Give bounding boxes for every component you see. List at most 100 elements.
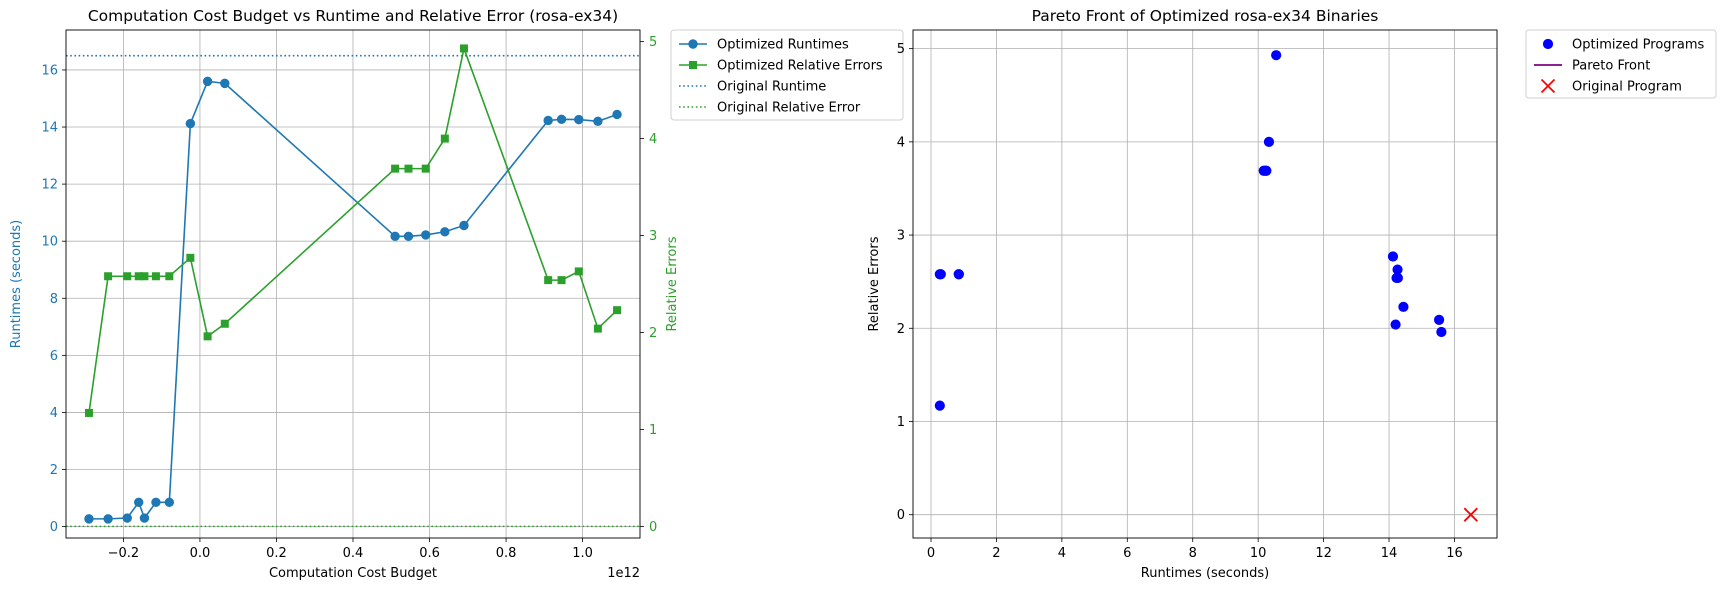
chart1-x-tick-label: 0.6 (419, 546, 440, 561)
chart1-error-point (574, 267, 583, 276)
chart2-y-tick-label: 5 (897, 42, 905, 57)
chart1-error-point (220, 319, 229, 328)
chart2-optimized-point (1392, 264, 1403, 275)
chart2-x-tick-label: 12 (1315, 546, 1332, 561)
chart1-error-point (404, 164, 413, 173)
chart1-x-tick-label: 0.0 (190, 546, 211, 561)
chart2-legend-marker (1542, 38, 1554, 50)
chart2-x-ticks: 0 2 4 6 8 10 12 14 16 (927, 538, 1463, 561)
chart1-runtime-point (185, 118, 196, 129)
chart1-error-point (459, 44, 468, 53)
chart2-y-tick-label: 3 (897, 229, 905, 244)
chart1-legend: Optimized Runtimes Optimized Relative Err… (670, 29, 904, 121)
chart2-optimized-point (1390, 319, 1401, 330)
chart1-runtime-point (202, 76, 213, 87)
chart1-y-tick-label-right: 5 (649, 35, 657, 50)
chart2-legend: Optimized Programs Pareto Front Original P… (1525, 29, 1717, 99)
chart2-frame (912, 29, 1498, 539)
chart1-runtime-point (543, 115, 553, 126)
chart1-x-tick-label: −0.2 (108, 546, 140, 561)
chart2-y-tick-label: 1 (897, 415, 905, 430)
chart1-runtime-point (164, 497, 175, 508)
chart1-y-tick-label-left: 14 (41, 121, 58, 136)
chart1-runtime-point (403, 231, 414, 242)
chart2-y-tick-label: 0 (897, 508, 905, 523)
chart1-x-tick-label: 1.0 (572, 546, 593, 561)
chart1-reference-lines (66, 54, 640, 528)
chart1-y-tick-label-left: 8 (50, 292, 58, 307)
chart1-error-point (123, 272, 132, 281)
chart1-runtime-point (459, 220, 469, 231)
chart1-y-tick-label-left: 12 (41, 178, 58, 193)
chart1-error-point (165, 272, 174, 281)
chart2-x-tick-label: 2 (992, 546, 1000, 561)
chart1-y-axis-label-left: Runtimes (seconds) (9, 220, 24, 348)
chart1-error-point (134, 272, 143, 281)
chart1-series (84, 44, 622, 524)
chart1-legend-label: Original Relative Error (717, 101, 861, 116)
chart2-legend-label: Pareto Front (1572, 59, 1650, 74)
chart1-runtime-point (612, 109, 622, 120)
chart1-legend-label: Optimized Relative Errors (717, 59, 883, 74)
chart1-x-tick-label: 0.8 (496, 546, 517, 561)
chart2-x-tick-label: 6 (1123, 546, 1131, 561)
chart1-runtime-point (151, 497, 161, 508)
chart1-y-tick-label-left: 10 (41, 235, 58, 250)
chart2-legend-label: Original Program (1572, 80, 1682, 95)
chart2-y-ticks: 0 1 2 3 4 5 (897, 42, 913, 523)
chart1-y-tick-label-right: 1 (649, 423, 657, 438)
chart2-y-tick-label: 4 (897, 135, 905, 150)
chart1-runtime-point (220, 78, 230, 89)
chart1-runtime-point (593, 116, 603, 127)
chart1-runtime-point (134, 497, 144, 508)
chart1-legend-label: Original Runtime (717, 80, 826, 95)
chart2-legend-items: Optimized Programs Pareto Front Original P… (1534, 38, 1705, 95)
chart1-grid (66, 30, 640, 538)
chart1-y-axis-label-right: Relative Errors (665, 236, 680, 331)
chart1-y-tick-label-right: 0 (649, 520, 657, 535)
chart2-legend-box (1525, 29, 1717, 99)
chart1-runtime-point (574, 114, 584, 125)
chart2-optimized-point (934, 400, 945, 411)
chart1-error-point (84, 408, 93, 417)
chart2-optimized-point (1263, 136, 1275, 147)
chart1-error-point (140, 272, 149, 281)
chart1-y-tick-label-right: 2 (649, 326, 657, 341)
chart1-error-point (151, 272, 160, 281)
chart1-error-point (613, 306, 622, 315)
chart2-y-tick-label: 2 (897, 322, 905, 337)
chart1-legend-label: Optimized Runtimes (717, 38, 849, 53)
chart2-optimized-point (935, 269, 946, 280)
chart1-legend-marker (688, 39, 698, 49)
chart2-x-axis-label: Runtimes (seconds) (1141, 566, 1269, 581)
chart2-title: Pareto Front of Optimized rosa-ex34 Bina… (1032, 7, 1379, 25)
chart2-optimized-point (1271, 50, 1282, 61)
chart2-x-tick-label: 8 (1189, 546, 1197, 561)
chart2-legend-marker (1540, 78, 1556, 94)
chart2-optimized-point (1387, 251, 1399, 262)
chart1-y-ticks-right: 0 1 2 3 4 5 (640, 35, 657, 535)
chart2-grid (913, 30, 1497, 538)
chart1-error-point (421, 164, 430, 173)
chart2-optimized-point (1398, 301, 1409, 312)
chart2-optimized-point (1261, 165, 1272, 176)
chart1-y-tick-label-right: 3 (649, 229, 657, 244)
chart2-x-tick-label: 4 (1058, 546, 1066, 561)
chart1-runtime-point (122, 513, 132, 523)
chart1-error-point (440, 134, 449, 143)
chart1-x-axis-label: Computation Cost Budget (269, 566, 437, 581)
chart2-x-tick-label: 16 (1446, 546, 1463, 561)
chart2-x-tick-label: 0 (927, 546, 935, 561)
chart2-optimized-point (953, 269, 964, 280)
chart1-error-point (104, 272, 113, 281)
chart1-legend-items: Optimized Runtimes Optimized Relative Err… (679, 38, 883, 116)
chart2-original-point (1463, 507, 1478, 522)
chart1-runtime-point (421, 230, 431, 240)
chart2-series (934, 50, 1478, 522)
chart1-runtime-point (139, 513, 150, 523)
chart1-runtime-point (556, 114, 567, 125)
chart1-y-ticks-left: 0 2 4 6 8 10 12 14 16 (41, 63, 66, 535)
